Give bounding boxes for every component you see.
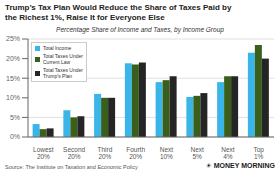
html-text:Total Taxes Under: Total Taxes Under — [43, 67, 83, 73]
svg-text:Third20%: Third20% — [97, 146, 112, 159]
svg-text:15%: 15% — [8, 75, 20, 82]
html-text:Total Taxes Under: Total Taxes Under — [43, 53, 83, 59]
svg-text:Lowest20%: Lowest20% — [33, 146, 54, 159]
svg-text:Next4%: Next4% — [221, 146, 235, 159]
html-text:Source: The Institute on Taxat: Source: The Institute on Taxation and Ec… — [5, 164, 138, 170]
svg-text:Fourth20%: Fourth20% — [126, 146, 145, 159]
svg-text:20%: 20% — [8, 55, 20, 62]
html-text:Trump’s Tax Plan Would Reduce: Trump’s Tax Plan Would Reduce the Share … — [5, 3, 232, 12]
html-text:Percentage Share of Income and: Percentage Share of Income and Taxes, by… — [56, 26, 224, 33]
svg-text:Second20%: Second20% — [63, 146, 85, 159]
html-text:Trump's Plan: Trump's Plan — [43, 73, 73, 79]
svg-text:Next5%: Next5% — [190, 146, 204, 159]
svg-text:5%: 5% — [10, 114, 20, 121]
svg-text:10%: 10% — [8, 94, 20, 101]
html-text:the Richest 1%, Raise It for E: the Richest 1%, Raise It for Everyone El… — [5, 13, 165, 22]
svg-text:0%: 0% — [10, 133, 20, 140]
svg-text:Next10%: Next10% — [160, 146, 174, 159]
html-text:Total Income: Total Income — [43, 45, 72, 51]
svg-text:25%: 25% — [8, 35, 20, 42]
html-text:☀ MONEY MORNING: ☀ MONEY MORNING — [205, 162, 275, 169]
svg-text:Top1%: Top1% — [253, 146, 264, 159]
html-text:Current Law: Current Law — [43, 59, 71, 65]
